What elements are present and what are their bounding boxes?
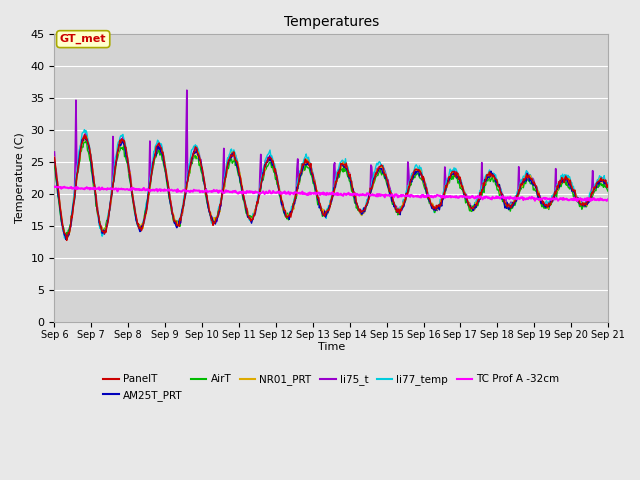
AM25T_PRT xyxy=(81,135,89,141)
Y-axis label: Temperature (C): Temperature (C) xyxy=(15,133,25,224)
TC Prof A -32cm xyxy=(204,189,211,195)
li77_temp xyxy=(61,235,68,241)
TC Prof A -32cm xyxy=(51,183,59,189)
li75_t xyxy=(604,180,612,186)
PanelT xyxy=(604,182,612,188)
AM25T_PRT xyxy=(205,205,212,211)
TC Prof A -32cm xyxy=(175,189,182,194)
AM25T_PRT xyxy=(119,139,127,144)
NR01_PRT xyxy=(400,202,408,207)
AM25T_PRT xyxy=(400,203,408,209)
PanelT xyxy=(61,230,68,236)
NR01_PRT xyxy=(51,155,58,160)
TC Prof A -32cm xyxy=(399,192,407,198)
li77_temp xyxy=(417,168,424,173)
li77_temp xyxy=(205,205,212,211)
AirT xyxy=(604,189,612,194)
Line: li75_t: li75_t xyxy=(54,90,608,239)
Line: li77_temp: li77_temp xyxy=(54,130,608,239)
AirT xyxy=(119,147,127,153)
li77_temp xyxy=(51,157,58,163)
li77_temp xyxy=(63,236,70,241)
li77_temp xyxy=(604,180,612,185)
li75_t xyxy=(118,139,126,144)
X-axis label: Time: Time xyxy=(317,342,345,352)
TC Prof A -32cm xyxy=(61,185,69,191)
NR01_PRT xyxy=(604,184,612,190)
NR01_PRT xyxy=(63,234,71,240)
Line: NR01_PRT: NR01_PRT xyxy=(54,136,608,237)
Line: TC Prof A -32cm: TC Prof A -32cm xyxy=(54,186,608,201)
li75_t xyxy=(417,165,424,171)
li75_t xyxy=(400,201,408,207)
AM25T_PRT xyxy=(61,232,68,238)
AM25T_PRT xyxy=(604,183,612,189)
li75_t xyxy=(51,149,58,155)
NR01_PRT xyxy=(82,133,90,139)
Title: Temperatures: Temperatures xyxy=(284,15,379,29)
PanelT xyxy=(400,201,408,206)
NR01_PRT xyxy=(119,138,127,144)
Line: PanelT: PanelT xyxy=(54,135,608,240)
AM25T_PRT xyxy=(62,237,70,242)
AirT xyxy=(205,205,212,211)
li75_t xyxy=(61,232,68,238)
Line: AM25T_PRT: AM25T_PRT xyxy=(54,138,608,240)
Legend: PanelT, AM25T_PRT, AirT, NR01_PRT, li75_t, li77_temp, TC Prof A -32cm: PanelT, AM25T_PRT, AirT, NR01_PRT, li75_… xyxy=(99,370,564,405)
li77_temp xyxy=(400,198,408,204)
li75_t xyxy=(183,87,191,93)
PanelT xyxy=(81,132,88,138)
Line: AirT: AirT xyxy=(54,141,608,236)
Text: GT_met: GT_met xyxy=(60,34,106,44)
TC Prof A -32cm xyxy=(118,186,126,192)
AirT xyxy=(51,163,58,168)
NR01_PRT xyxy=(417,167,424,173)
AM25T_PRT xyxy=(417,171,424,177)
li75_t xyxy=(175,218,182,224)
li77_temp xyxy=(81,127,88,132)
AM25T_PRT xyxy=(51,159,58,165)
NR01_PRT xyxy=(175,220,183,226)
PanelT xyxy=(51,155,58,160)
AirT xyxy=(417,176,424,181)
PanelT xyxy=(417,168,424,174)
AirT xyxy=(400,201,408,206)
TC Prof A -32cm xyxy=(51,184,58,190)
li77_temp xyxy=(175,216,183,222)
NR01_PRT xyxy=(61,229,68,235)
AirT xyxy=(61,229,68,235)
TC Prof A -32cm xyxy=(604,196,612,202)
PanelT xyxy=(175,223,183,229)
TC Prof A -32cm xyxy=(415,194,423,200)
li75_t xyxy=(205,204,212,210)
PanelT xyxy=(205,201,212,207)
AirT xyxy=(82,138,90,144)
NR01_PRT xyxy=(205,202,212,207)
li77_temp xyxy=(119,132,127,137)
AirT xyxy=(175,220,183,226)
AirT xyxy=(63,233,71,239)
PanelT xyxy=(119,136,127,142)
PanelT xyxy=(63,238,70,243)
TC Prof A -32cm xyxy=(573,198,581,204)
li75_t xyxy=(63,236,70,241)
AM25T_PRT xyxy=(175,218,183,224)
